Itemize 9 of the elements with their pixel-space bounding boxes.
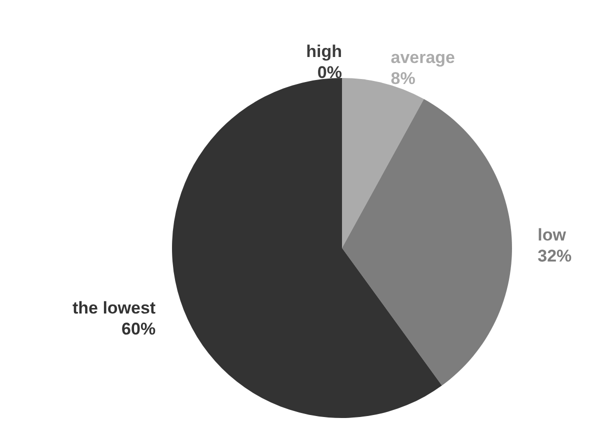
data-label: 60% (122, 320, 156, 339)
pie-slice (342, 99, 512, 386)
data-label: 8% (390, 69, 416, 88)
data-label: 32% (538, 246, 572, 266)
slice-label: low (538, 226, 567, 245)
slice-label: average (390, 48, 456, 68)
text: 0% (317, 63, 342, 82)
slice-label: the lowest (72, 298, 156, 318)
category-label: high (306, 42, 342, 61)
